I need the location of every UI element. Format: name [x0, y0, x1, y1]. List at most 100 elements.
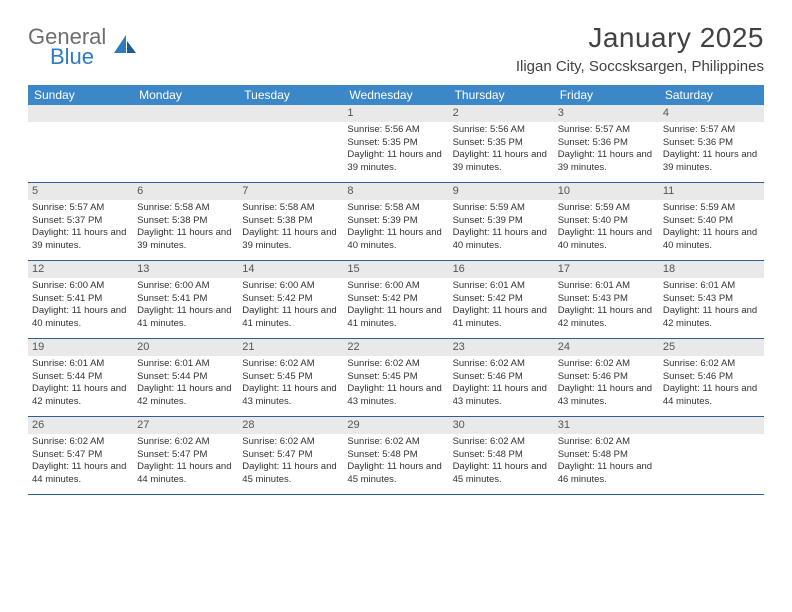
weekday-label: Wednesday: [343, 85, 448, 105]
title-block: January 2025 Iligan City, Soccsksargen, …: [516, 22, 764, 75]
calendar-day: 18Sunrise: 6:01 AMSunset: 5:43 PMDayligh…: [659, 261, 764, 338]
day-info-line: Sunrise: 6:00 AM: [137, 280, 234, 293]
day-info-line: Daylight: 11 hours and 46 minutes.: [558, 461, 655, 487]
day-info-line: Sunrise: 6:02 AM: [453, 436, 550, 449]
day-info-line: Sunrise: 5:58 AM: [347, 202, 444, 215]
day-number: 19: [28, 339, 133, 356]
calendar-day: 16Sunrise: 6:01 AMSunset: 5:42 PMDayligh…: [449, 261, 554, 338]
day-info-line: Sunrise: 5:59 AM: [453, 202, 550, 215]
day-info-line: Sunset: 5:41 PM: [137, 293, 234, 306]
calendar-day: 29Sunrise: 6:02 AMSunset: 5:48 PMDayligh…: [343, 417, 448, 494]
day-info-line: Sunrise: 6:02 AM: [663, 358, 760, 371]
day-number: 9: [449, 183, 554, 200]
day-info-line: Daylight: 11 hours and 41 minutes.: [453, 305, 550, 331]
day-info-line: Sunrise: 6:02 AM: [242, 358, 339, 371]
day-info-line: Sunset: 5:47 PM: [137, 449, 234, 462]
day-info-line: Sunrise: 6:02 AM: [242, 436, 339, 449]
day-info-line: Daylight: 11 hours and 44 minutes.: [32, 461, 129, 487]
calendar-day: 7 Sunrise: 5:58 AMSunset: 5:38 PMDaylight…: [238, 183, 343, 260]
calendar-day: 26Sunrise: 6:02 AMSunset: 5:47 PMDayligh…: [28, 417, 133, 494]
day-info-line: Sunrise: 6:00 AM: [347, 280, 444, 293]
calendar-day: 30Sunrise: 6:02 AMSunset: 5:48 PMDayligh…: [449, 417, 554, 494]
day-number: 5: [28, 183, 133, 200]
day-number: 10: [554, 183, 659, 200]
day-info-line: Daylight: 11 hours and 42 minutes.: [137, 383, 234, 409]
day-info-line: Daylight: 11 hours and 42 minutes.: [558, 305, 655, 331]
day-info-line: Sunset: 5:39 PM: [347, 215, 444, 228]
day-number: 12: [28, 261, 133, 278]
day-info-line: Sunrise: 6:01 AM: [137, 358, 234, 371]
day-number: 28: [238, 417, 343, 434]
calendar-day: 23Sunrise: 6:02 AMSunset: 5:46 PMDayligh…: [449, 339, 554, 416]
day-number: 7: [238, 183, 343, 200]
day-info-line: Sunrise: 5:57 AM: [663, 124, 760, 137]
day-info-line: Sunset: 5:48 PM: [558, 449, 655, 462]
day-info-line: Daylight: 11 hours and 43 minutes.: [347, 383, 444, 409]
calendar-day: 9Sunrise: 5:59 AMSunset: 5:39 PMDaylight…: [449, 183, 554, 260]
calendar-day-empty: [659, 417, 764, 494]
day-info-line: Sunrise: 6:02 AM: [137, 436, 234, 449]
header: General Blue January 2025 Iligan City, S…: [28, 22, 764, 75]
calendar-day: 24Sunrise: 6:02 AMSunset: 5:46 PMDayligh…: [554, 339, 659, 416]
day-number: 20: [133, 339, 238, 356]
day-info-line: Sunset: 5:37 PM: [32, 215, 129, 228]
calendar-day-empty: [238, 105, 343, 182]
day-info-line: Sunset: 5:48 PM: [347, 449, 444, 462]
calendar-day: 15Sunrise: 6:00 AMSunset: 5:42 PMDayligh…: [343, 261, 448, 338]
day-info-line: Sunset: 5:47 PM: [242, 449, 339, 462]
day-info-line: Sunset: 5:42 PM: [347, 293, 444, 306]
day-info-line: Sunset: 5:44 PM: [32, 371, 129, 384]
day-number: 16: [449, 261, 554, 278]
day-number: 14: [238, 261, 343, 278]
brand-logo: General Blue: [28, 26, 138, 68]
calendar-day: 25 Sunrise: 6:02 AMSunset: 5:46 PMDayligh…: [659, 339, 764, 416]
weekday-label: Sunday: [28, 85, 133, 105]
day-info-line: Sunrise: 6:00 AM: [242, 280, 339, 293]
day-info-line: Sunset: 5:44 PM: [137, 371, 234, 384]
day-info-line: Daylight: 11 hours and 40 minutes.: [558, 227, 655, 253]
day-info-line: Sunset: 5:46 PM: [663, 371, 760, 384]
day-number: [659, 417, 764, 434]
weekday-label: Thursday: [449, 85, 554, 105]
calendar-day: 28Sunrise: 6:02 AMSunset: 5:47 PMDayligh…: [238, 417, 343, 494]
sail-icon: [112, 33, 138, 64]
calendar-day: 14Sunrise: 6:00 AMSunset: 5:42 PMDayligh…: [238, 261, 343, 338]
day-number: [133, 105, 238, 122]
day-info-line: Sunrise: 5:59 AM: [663, 202, 760, 215]
day-number: 25: [659, 339, 764, 356]
day-info-line: Sunrise: 6:02 AM: [347, 358, 444, 371]
day-number: 13: [133, 261, 238, 278]
brand-word-2: Blue: [50, 46, 106, 68]
day-info-line: Daylight: 11 hours and 39 minutes.: [32, 227, 129, 253]
day-info-line: Daylight: 11 hours and 39 minutes.: [242, 227, 339, 253]
day-number: 11: [659, 183, 764, 200]
day-number: 2: [449, 105, 554, 122]
day-info-line: Sunset: 5:40 PM: [663, 215, 760, 228]
calendar-day: 22Sunrise: 6:02 AMSunset: 5:45 PMDayligh…: [343, 339, 448, 416]
day-info-line: Sunrise: 5:58 AM: [242, 202, 339, 215]
calendar-day: 1Sunrise: 5:56 AMSunset: 5:35 PMDaylight…: [343, 105, 448, 182]
day-info-line: Sunset: 5:42 PM: [242, 293, 339, 306]
day-info-line: Daylight: 11 hours and 39 minutes.: [453, 149, 550, 175]
day-info-line: Sunset: 5:47 PM: [32, 449, 129, 462]
day-number: 31: [554, 417, 659, 434]
day-info-line: Sunset: 5:35 PM: [453, 137, 550, 150]
day-info-line: Daylight: 11 hours and 44 minutes.: [663, 383, 760, 409]
calendar-page: General Blue January 2025 Iligan City, S…: [0, 0, 792, 495]
day-info-line: Sunset: 5:38 PM: [137, 215, 234, 228]
day-info-line: Daylight: 11 hours and 43 minutes.: [453, 383, 550, 409]
calendar-day: 4Sunrise: 5:57 AMSunset: 5:36 PMDaylight…: [659, 105, 764, 182]
day-number: [238, 105, 343, 122]
calendar-day: 10Sunrise: 5:59 AMSunset: 5:40 PMDayligh…: [554, 183, 659, 260]
day-info-line: Daylight: 11 hours and 39 minutes.: [663, 149, 760, 175]
day-info-line: Daylight: 11 hours and 42 minutes.: [663, 305, 760, 331]
day-number: 21: [238, 339, 343, 356]
day-info-line: Daylight: 11 hours and 45 minutes.: [347, 461, 444, 487]
day-info-line: Sunset: 5:38 PM: [242, 215, 339, 228]
weekday-label: Saturday: [659, 85, 764, 105]
calendar-day-empty: [28, 105, 133, 182]
day-info-line: Daylight: 11 hours and 44 minutes.: [137, 461, 234, 487]
calendar-week: 26Sunrise: 6:02 AMSunset: 5:47 PMDayligh…: [28, 417, 764, 495]
day-info-line: Sunrise: 6:01 AM: [32, 358, 129, 371]
calendar-day: 2Sunrise: 5:56 AMSunset: 5:35 PMDaylight…: [449, 105, 554, 182]
